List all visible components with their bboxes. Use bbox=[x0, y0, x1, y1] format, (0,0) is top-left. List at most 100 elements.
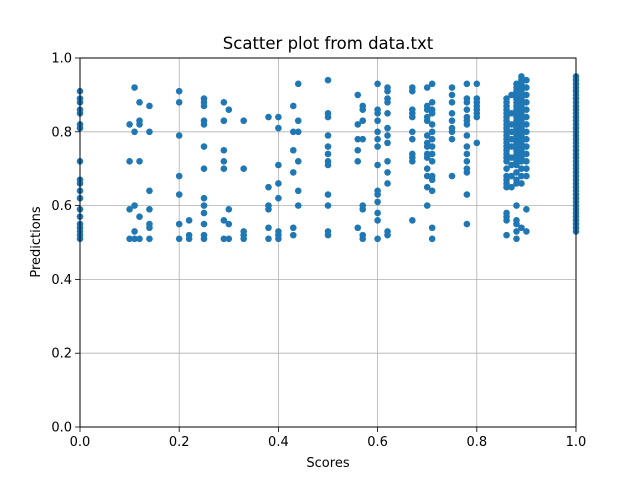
data-point bbox=[448, 128, 456, 136]
data-point bbox=[324, 113, 332, 121]
x-tick-label: 0.6 bbox=[367, 435, 388, 450]
data-point bbox=[225, 106, 233, 113]
data-point bbox=[523, 91, 530, 99]
data-point bbox=[423, 84, 431, 91]
data-point bbox=[428, 158, 436, 165]
data-point bbox=[523, 113, 530, 121]
data-point bbox=[448, 135, 456, 143]
data-point bbox=[428, 150, 436, 158]
data-point bbox=[359, 235, 367, 243]
data-point bbox=[518, 224, 525, 232]
data-point bbox=[523, 228, 530, 235]
data-point bbox=[508, 154, 515, 161]
data-point bbox=[136, 235, 143, 243]
data-point bbox=[448, 172, 456, 180]
data-point bbox=[463, 106, 471, 113]
data-point bbox=[294, 202, 302, 209]
data-point bbox=[200, 194, 208, 202]
data-point bbox=[324, 76, 332, 84]
data-point bbox=[146, 128, 153, 136]
data-point bbox=[374, 135, 381, 143]
data-point bbox=[423, 132, 431, 139]
data-point bbox=[200, 165, 208, 172]
data-point bbox=[463, 132, 471, 139]
data-point bbox=[175, 98, 183, 106]
data-point bbox=[523, 106, 530, 113]
data-point bbox=[428, 224, 436, 232]
data-point bbox=[175, 235, 183, 243]
data-point bbox=[359, 117, 367, 125]
data-point bbox=[175, 220, 183, 228]
data-point bbox=[289, 128, 297, 136]
plot-frame bbox=[79, 57, 577, 428]
data-point bbox=[275, 161, 282, 169]
data-point bbox=[354, 146, 362, 154]
data-point bbox=[294, 128, 302, 136]
data-point bbox=[200, 143, 208, 150]
y-tick-label: 0.4 bbox=[51, 273, 72, 288]
x-axis-label: Scores bbox=[306, 456, 349, 471]
data-point bbox=[384, 110, 391, 117]
data-point bbox=[463, 220, 471, 228]
data-point bbox=[240, 117, 247, 125]
data-point bbox=[508, 128, 515, 136]
data-point bbox=[428, 128, 436, 136]
data-point bbox=[265, 183, 272, 191]
data-point bbox=[423, 172, 431, 180]
data-point bbox=[136, 121, 143, 128]
data-point bbox=[463, 98, 471, 106]
data-point bbox=[448, 91, 456, 99]
data-point bbox=[428, 121, 436, 128]
data-point bbox=[289, 169, 297, 176]
data-point bbox=[359, 106, 367, 113]
data-point bbox=[324, 150, 332, 158]
data-point bbox=[448, 98, 456, 106]
data-point bbox=[374, 143, 381, 150]
data-point bbox=[324, 191, 332, 198]
data-point bbox=[225, 220, 233, 228]
data-point bbox=[513, 235, 520, 243]
data-point bbox=[523, 143, 530, 150]
data-point bbox=[384, 180, 391, 187]
data-point bbox=[409, 87, 416, 95]
y-tick-label: 0.6 bbox=[51, 199, 72, 214]
data-point bbox=[265, 205, 272, 213]
data-point bbox=[275, 124, 282, 132]
data-point bbox=[503, 231, 510, 239]
data-point bbox=[200, 209, 208, 217]
data-point bbox=[220, 235, 228, 243]
data-point bbox=[136, 213, 143, 220]
y-tick-label: 0.2 bbox=[51, 347, 72, 362]
data-point bbox=[265, 235, 272, 243]
data-point bbox=[513, 202, 520, 209]
data-point bbox=[523, 135, 530, 143]
data-point bbox=[503, 183, 510, 191]
data-point bbox=[275, 113, 282, 121]
data-point bbox=[384, 124, 391, 132]
data-point bbox=[508, 91, 515, 99]
data-point bbox=[289, 146, 297, 154]
data-point bbox=[354, 121, 362, 128]
data-point bbox=[200, 220, 208, 228]
data-point bbox=[220, 146, 228, 154]
data-point bbox=[518, 172, 525, 180]
data-point bbox=[423, 106, 431, 113]
data-point bbox=[448, 117, 456, 125]
data-point bbox=[146, 187, 153, 195]
data-point bbox=[354, 91, 362, 99]
data-point bbox=[374, 161, 381, 169]
data-point bbox=[513, 169, 520, 176]
data-point bbox=[240, 165, 247, 172]
data-point bbox=[503, 165, 510, 172]
data-point bbox=[463, 143, 471, 150]
data-point bbox=[374, 128, 381, 136]
data-point bbox=[384, 169, 391, 176]
data-point bbox=[423, 165, 431, 172]
data-point bbox=[384, 87, 391, 95]
data-point bbox=[131, 235, 138, 243]
data-point bbox=[374, 217, 381, 224]
data-point bbox=[240, 235, 247, 243]
data-point bbox=[518, 158, 525, 165]
